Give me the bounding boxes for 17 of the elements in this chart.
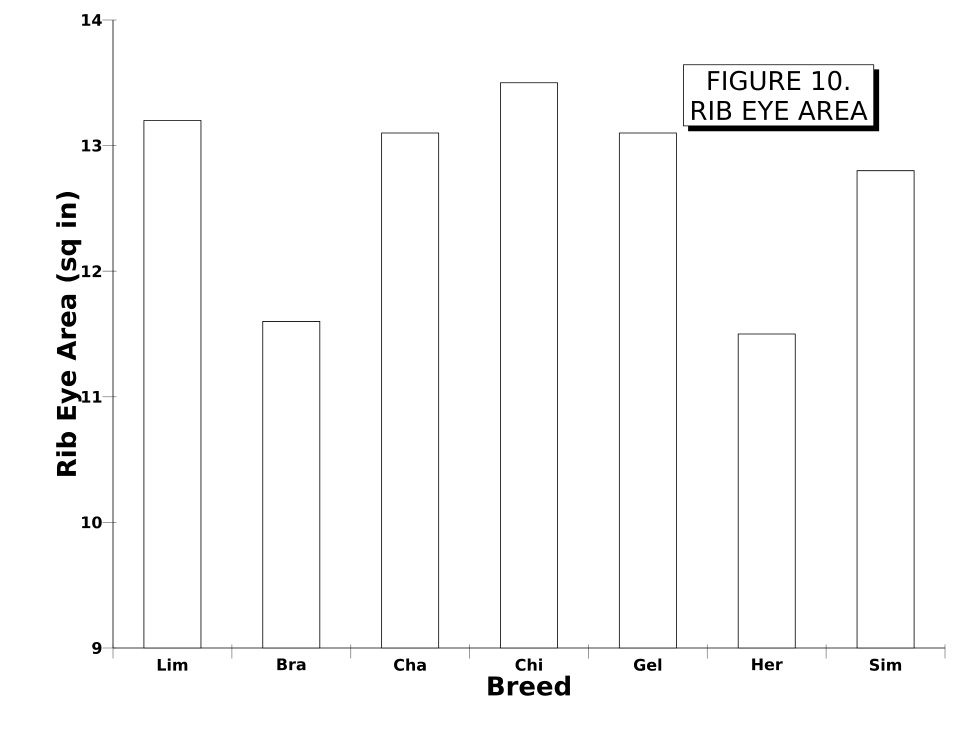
y-tick-label: 9 bbox=[92, 642, 102, 654]
x-tick-label: Lim bbox=[158, 658, 188, 671]
y-axis-title: Rib Eye Area (sq in) bbox=[56, 192, 82, 476]
y-tick-label: 11 bbox=[82, 390, 102, 403]
y-tick-label: 13 bbox=[82, 140, 102, 152]
y-tick-label: 12 bbox=[82, 265, 102, 278]
x-tick-label: Her bbox=[752, 658, 783, 670]
x-axis-title: Breed bbox=[488, 676, 570, 696]
x-tick-label: Bra bbox=[277, 658, 306, 670]
x-tick-label: Sim bbox=[870, 658, 902, 671]
x-tick-label: Cha bbox=[394, 658, 426, 671]
text: RIB EYE AREA bbox=[692, 101, 868, 120]
y-tick-label: 10 bbox=[82, 516, 102, 528]
y-tick-label: 14 bbox=[82, 14, 102, 26]
text: FIGURE 10. bbox=[708, 70, 848, 90]
x-tick-label: Gel bbox=[634, 658, 662, 671]
x-tick-label: Chi bbox=[516, 658, 542, 671]
